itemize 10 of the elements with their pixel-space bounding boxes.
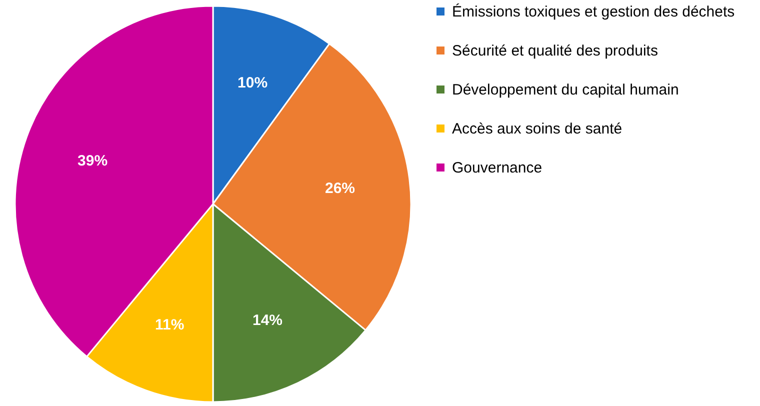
data-label: 26% <box>324 180 356 197</box>
legend-label: Sécurité et qualité des produits <box>452 42 658 60</box>
data-label: 11% <box>155 316 184 334</box>
legend-label: Gouvernance <box>452 160 542 176</box>
data-label: 10% <box>238 74 268 92</box>
data-label: 39% <box>78 152 108 170</box>
legend-label: Développement du capital humain <box>452 82 679 98</box>
data-label: 14% <box>252 312 283 329</box>
legend-label: Émissions toxiques et gestion des déchets <box>452 2 735 20</box>
legend-label: Accès aux soins de santé <box>452 120 622 138</box>
